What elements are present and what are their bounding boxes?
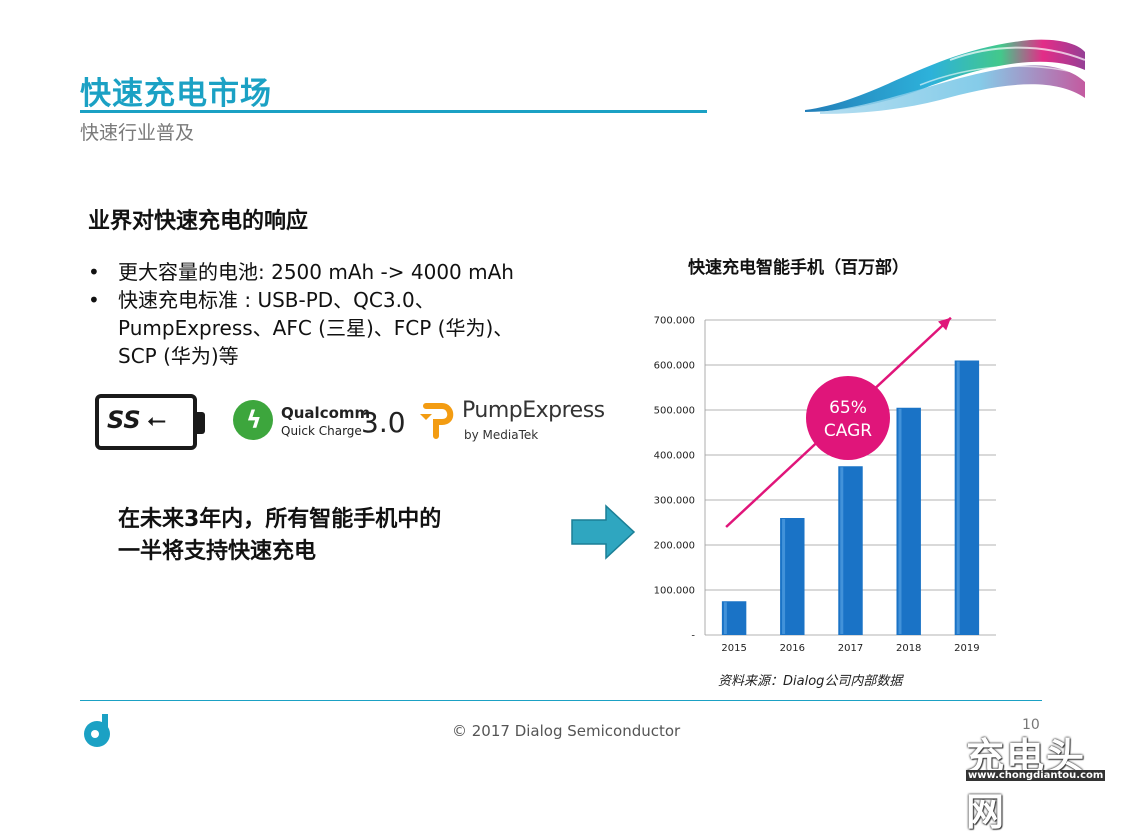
x-tick-label: 2015	[721, 643, 746, 654]
right-arrow-icon	[571, 504, 636, 560]
key-claim: 在未来3年内，所有智能手机中的 一半将支持快速充电	[118, 504, 441, 568]
quick-charge-bolt-icon: ϟ	[233, 400, 273, 440]
watermark-url: www.chongdiantou.com	[966, 770, 1106, 781]
pumpexpress-by-mediatek: by MediaTek	[464, 428, 539, 442]
title-underline	[80, 110, 707, 113]
pumpexpress-logo: PumpExpress by MediaTek	[420, 396, 620, 448]
usb-battery-cap	[197, 412, 205, 434]
footer-divider	[80, 700, 1042, 701]
bullet-text-line1: 快速充电标准 : USB-PD、QC3.0、	[118, 288, 435, 312]
watermark-logo: 充电头网 www.chongdiantou.com	[966, 730, 1116, 834]
qualcomm-quick-charge-logo: ϟ Qualcomm Quick Charge 3.0	[233, 398, 413, 448]
bullet-text-line3: SCP (华为)等	[118, 344, 239, 368]
y-tick-label: 200.000	[654, 541, 695, 552]
chart-title: 快速充电智能手机（百万部）	[688, 258, 909, 278]
fast-charge-smartphones-bar-chart: - 100.000 200.000 300.000 400.000 500.000 600.…	[654, 316, 996, 654]
key-claim-line1: 在未来3年内，所有智能手机中的	[118, 507, 442, 532]
page-title: 快速充电市场	[80, 76, 272, 112]
watermark-text: 充电头网	[966, 735, 1087, 834]
bullet-dot: •	[88, 260, 100, 284]
decorative-swoosh-graphic	[805, 39, 1086, 114]
standards-logos: SS ⭠ ϟ Qualcomm Quick Charge 3.0 PumpExp…	[95, 392, 615, 456]
y-tick-label: 500.000	[654, 406, 695, 417]
usb-trident-icon: ⭠	[147, 406, 167, 434]
bar-highlight-2015	[723, 602, 727, 634]
y-tick-label: 300.000	[654, 496, 695, 507]
pumpexpress-name: PumpExpress	[462, 398, 605, 423]
trend-arrow-head	[938, 317, 951, 331]
copyright-text: © 2017 Dialog Semiconductor	[452, 722, 681, 740]
y-tick-label: -	[691, 631, 695, 642]
bullet-text: 更大容量的电池: 2500 mAh -> 4000 mAh	[118, 260, 514, 284]
data-source-note: 资料来源：Dialog公司内部数据	[718, 674, 903, 689]
pumpexpress-mark-icon	[420, 403, 454, 439]
y-tick-label: 700.000	[654, 316, 695, 327]
x-tick-label: 2018	[896, 643, 921, 654]
qualcomm-brand-text: Qualcomm	[281, 404, 371, 422]
x-tick-label: 2017	[838, 643, 863, 654]
quick-charge-version: 3.0	[361, 406, 406, 439]
usb-ss-text: SS	[107, 406, 141, 434]
cagr-text-label: CAGR	[824, 421, 872, 441]
usb-superspeed-logo: SS ⭠	[95, 394, 205, 450]
bar-highlight-2019	[956, 361, 960, 634]
y-tick-label: 100.000	[654, 586, 695, 597]
bullet-list: • 更大容量的电池: 2500 mAh -> 4000 mAh • 快速充电标准…	[88, 258, 608, 370]
bullet-dot: •	[88, 288, 100, 312]
cagr-bubble	[806, 376, 890, 460]
dialog-logo-icon	[84, 714, 110, 747]
bullet-text-line2: PumpExpress、AFC (三星)、FCP (华为)、	[118, 316, 514, 340]
bullet-item-standards: • 快速充电标准 : USB-PD、QC3.0、 PumpExpress、AFC…	[88, 286, 608, 370]
page-number: 10	[1022, 717, 1040, 733]
bar-highlight-2016	[782, 519, 786, 634]
section-heading: 业界对快速充电的响应	[88, 209, 309, 234]
key-claim-line2: 一半将支持快速充电	[118, 539, 317, 564]
bullet-item-battery: • 更大容量的电池: 2500 mAh -> 4000 mAh	[88, 258, 608, 286]
x-tick-label: 2019	[954, 643, 979, 654]
cagr-percent-label: 65%	[829, 398, 867, 418]
y-tick-label: 400.000	[654, 451, 695, 462]
bar-highlight-2018	[898, 408, 902, 634]
quick-charge-text: Quick Charge	[281, 424, 362, 438]
page-subtitle: 快速行业普及	[80, 122, 195, 144]
y-tick-label: 600.000	[654, 361, 695, 372]
x-tick-label: 2016	[780, 643, 805, 654]
bar-highlight-2017	[840, 467, 844, 634]
